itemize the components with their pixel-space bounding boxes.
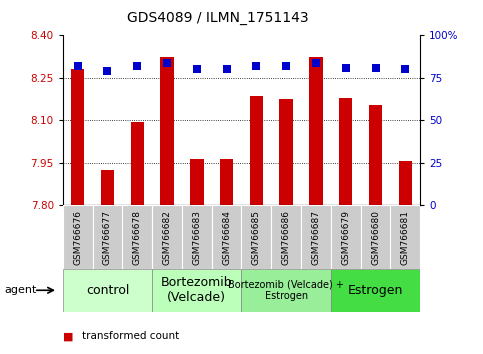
Bar [398, 161, 412, 205]
Text: agent: agent [5, 285, 37, 295]
Point [223, 67, 230, 72]
Bar [130, 122, 144, 205]
Bar [212, 205, 242, 269]
Point [163, 60, 171, 65]
Bar [63, 269, 152, 312]
Bar [122, 205, 152, 269]
Text: GSM766681: GSM766681 [401, 210, 410, 265]
Bar [301, 205, 331, 269]
Bar [101, 170, 114, 205]
Bar [331, 269, 420, 312]
Text: Estrogen: Estrogen [348, 284, 403, 297]
Text: GSM766683: GSM766683 [192, 210, 201, 265]
Text: GSM766678: GSM766678 [133, 210, 142, 265]
Bar [361, 205, 390, 269]
Text: GDS4089 / ILMN_1751143: GDS4089 / ILMN_1751143 [127, 11, 308, 25]
Point [133, 63, 141, 69]
Point [372, 65, 380, 70]
Text: GSM766686: GSM766686 [282, 210, 291, 265]
Text: GSM766676: GSM766676 [73, 210, 82, 265]
Bar [160, 57, 174, 205]
Point [193, 67, 201, 72]
Text: GSM766687: GSM766687 [312, 210, 320, 265]
Bar [190, 159, 203, 205]
Point [74, 63, 82, 69]
Bar [63, 205, 93, 269]
Bar [71, 69, 85, 205]
Point [282, 63, 290, 69]
Text: GSM766677: GSM766677 [103, 210, 112, 265]
Text: GSM766682: GSM766682 [163, 210, 171, 265]
Text: GSM766684: GSM766684 [222, 210, 231, 265]
Bar [152, 269, 242, 312]
Bar [390, 205, 420, 269]
Point [253, 63, 260, 69]
Bar [242, 205, 271, 269]
Text: Bortezomib
(Velcade): Bortezomib (Velcade) [161, 276, 233, 304]
Bar [242, 269, 331, 312]
Bar [280, 99, 293, 205]
Bar [331, 205, 361, 269]
Text: GSM766679: GSM766679 [341, 210, 350, 265]
Bar [93, 205, 122, 269]
Point [342, 65, 350, 70]
Bar [250, 96, 263, 205]
Point [401, 67, 409, 72]
Bar [271, 205, 301, 269]
Bar [220, 159, 233, 205]
Bar [152, 205, 182, 269]
Text: GSM766685: GSM766685 [252, 210, 261, 265]
Text: transformed count: transformed count [82, 331, 179, 341]
Text: Bortezomib (Velcade) +
Estrogen: Bortezomib (Velcade) + Estrogen [228, 279, 344, 301]
Text: control: control [86, 284, 129, 297]
Point [104, 68, 112, 74]
Bar [369, 105, 382, 205]
Point [312, 60, 320, 65]
Bar [309, 57, 323, 205]
Text: ■: ■ [63, 331, 73, 341]
Text: GSM766680: GSM766680 [371, 210, 380, 265]
Bar [182, 205, 212, 269]
Bar [339, 98, 353, 205]
